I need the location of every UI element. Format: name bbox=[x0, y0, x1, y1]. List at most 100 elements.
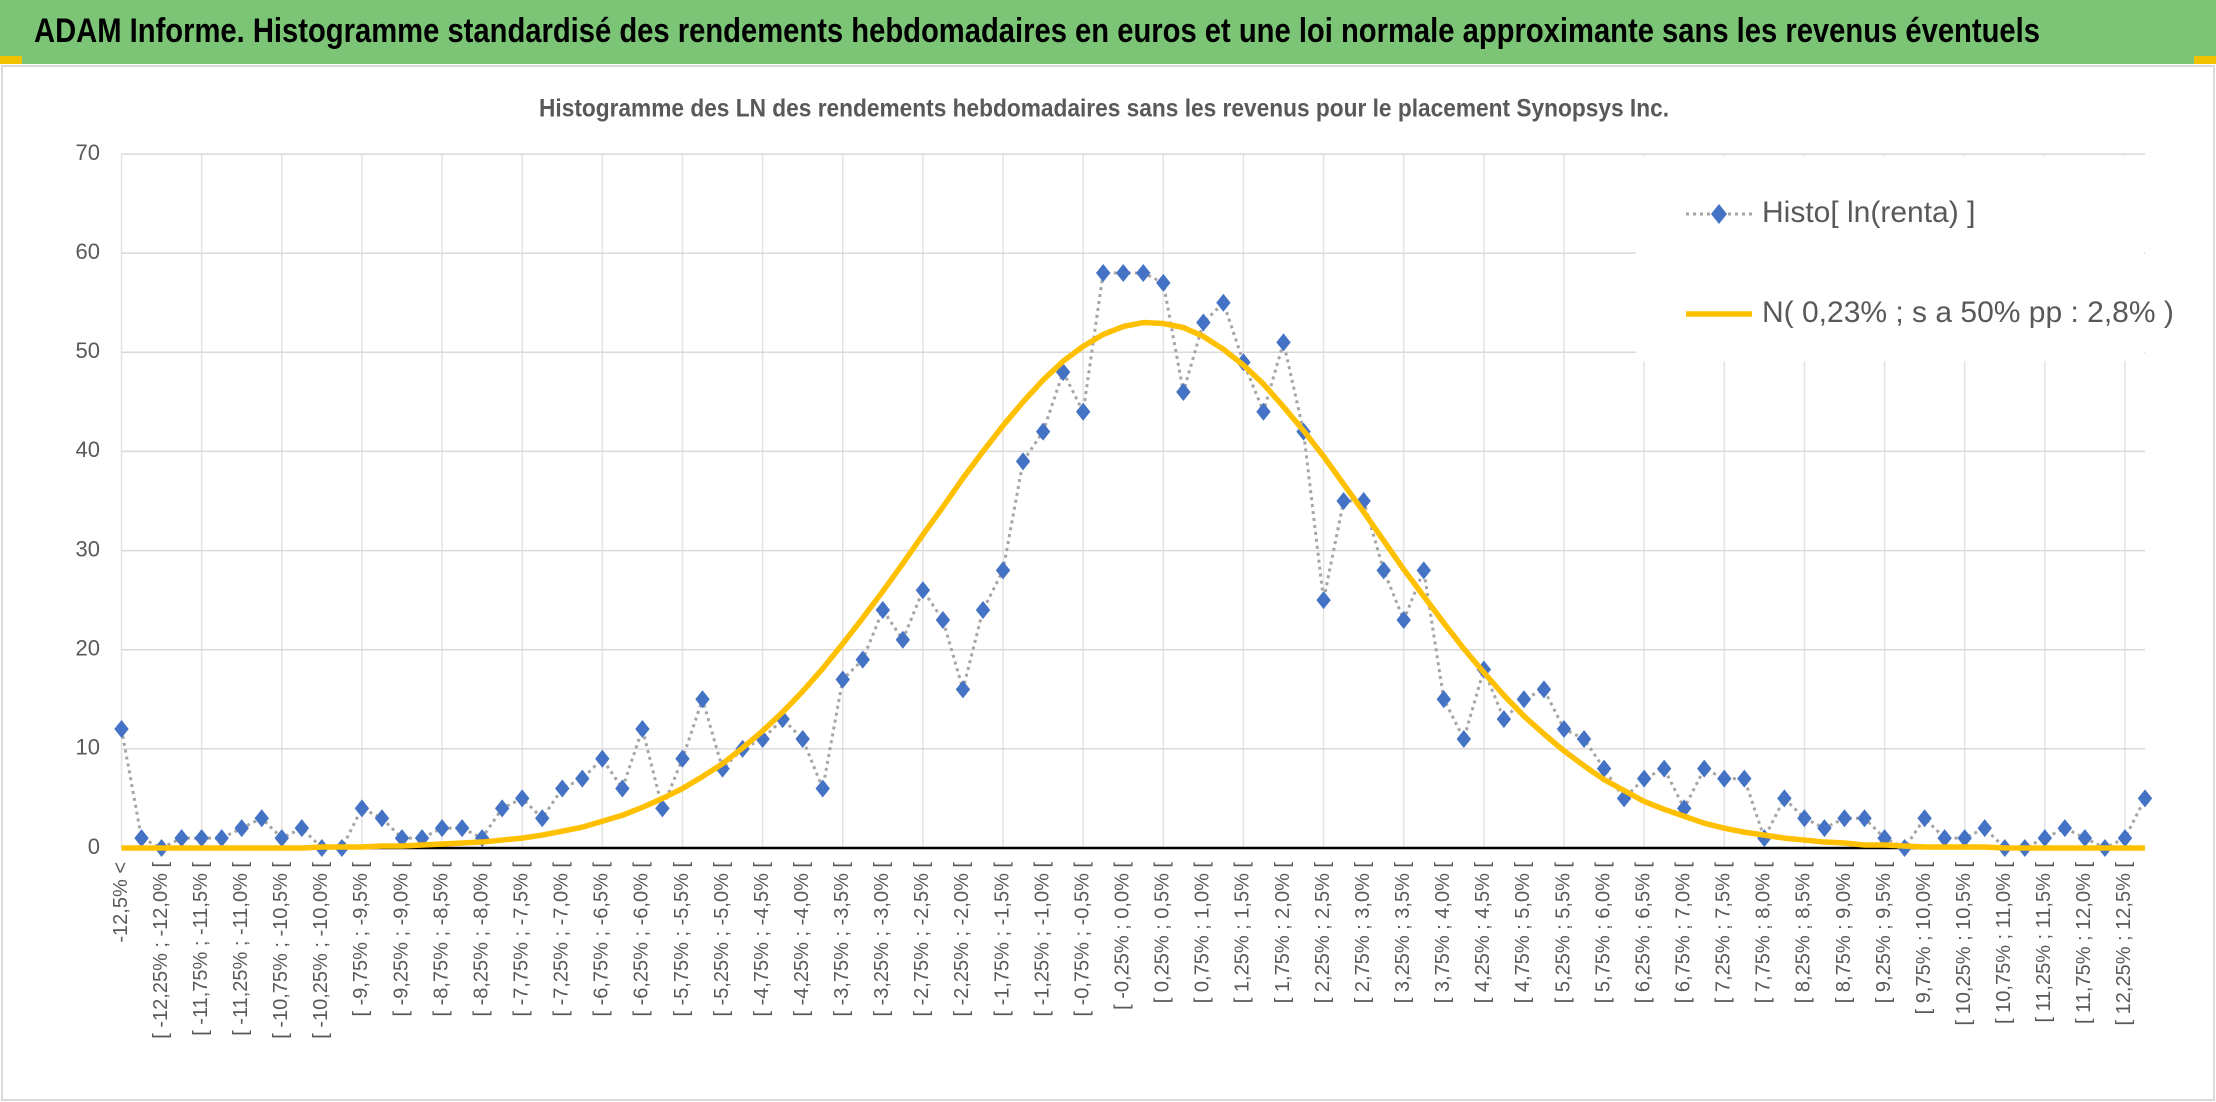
data-point bbox=[535, 809, 550, 828]
data-point bbox=[975, 601, 991, 620]
data-point bbox=[1456, 729, 1472, 748]
data-point bbox=[1717, 769, 1732, 788]
data-point bbox=[1556, 720, 1572, 739]
data-point bbox=[1837, 809, 1852, 828]
x-tick-label: [ -12,25% ; -12,0% [ bbox=[150, 862, 172, 1039]
x-tick-label: [ 11,75% ; 12,0% [ bbox=[2073, 862, 2095, 1024]
data-point bbox=[2057, 819, 2073, 838]
data-point bbox=[655, 799, 670, 818]
data-point bbox=[1857, 809, 1872, 828]
data-point bbox=[234, 819, 249, 838]
x-tick-label: [ 8,75% ; 9,0% [ bbox=[1833, 862, 1855, 1004]
data-point bbox=[254, 809, 269, 828]
data-point bbox=[2077, 829, 2093, 848]
legend-box bbox=[1636, 156, 2144, 361]
x-tick-label: [ -9,25% ; -9,0% [ bbox=[390, 862, 412, 1017]
data-point bbox=[855, 650, 870, 669]
x-tick-label: [ -11,25% ; -11,0% [ bbox=[230, 862, 252, 1036]
data-point bbox=[494, 799, 510, 818]
legend-label: Histo[ ln(renta) ] bbox=[1762, 196, 1975, 229]
x-tick-label: [ -6,25% ; -6,0% [ bbox=[631, 862, 653, 1017]
x-tick-label: [ 10,75% ; 11,0% [ bbox=[1993, 862, 2015, 1024]
data-point bbox=[2117, 829, 2133, 848]
x-tick-label: [ -3,75% ; -3,5% [ bbox=[831, 862, 853, 1017]
y-tick-label: 50 bbox=[76, 338, 100, 363]
corner-accent bbox=[2194, 56, 2216, 64]
plot-area: 0 10 20 30 40 50 60 70 -12,5% < [ -12,25% ; -12,0… bbox=[76, 140, 2174, 1039]
data-point bbox=[1196, 313, 1211, 332]
data-point bbox=[1156, 273, 1171, 292]
data-point bbox=[394, 829, 410, 848]
data-point bbox=[1356, 492, 1371, 510]
data-point bbox=[815, 779, 830, 798]
x-tick-label: [ -11,75% ; -11,5% [ bbox=[190, 862, 212, 1036]
data-point bbox=[695, 690, 710, 709]
data-point bbox=[1436, 690, 1451, 709]
data-point bbox=[1797, 809, 1812, 828]
data-point bbox=[935, 610, 951, 629]
data-point bbox=[174, 829, 189, 848]
y-tick-label: 60 bbox=[76, 239, 100, 264]
x-tick-label: [ 2,75% ; 3,0% [ bbox=[1352, 862, 1374, 1004]
x-tick-label: [ 8,25% ; 8,5% [ bbox=[1793, 862, 1815, 1004]
data-point bbox=[214, 829, 229, 848]
x-tick-label: [ 9,25% ; 9,5% [ bbox=[1873, 862, 1895, 1004]
x-tick-label: [ -1,75% ; -1,5% [ bbox=[991, 862, 1013, 1017]
chart-title: Histogramme des LN des rendements hebdom… bbox=[539, 95, 1669, 123]
x-tick-label: [ 6,75% ; 7,0% [ bbox=[1672, 862, 1694, 1004]
data-point bbox=[2037, 829, 2053, 848]
data-point bbox=[1977, 819, 1992, 838]
chart-frame bbox=[1, 65, 2215, 1101]
data-point bbox=[635, 720, 650, 739]
x-tick-label: -12,5% < bbox=[110, 862, 132, 943]
data-point bbox=[1677, 799, 1692, 818]
x-tick-label: [ -10,75% ; -10,5% [ bbox=[270, 862, 292, 1039]
legend-label: N( 0,23% ; s a 50% pp : 2,8% ) bbox=[1762, 296, 2174, 329]
x-tick-label: [ 0,25% ; 0,5% [ bbox=[1152, 862, 1174, 1004]
corner-accent bbox=[0, 56, 22, 64]
data-point bbox=[1176, 382, 1191, 401]
x-tick-label: [ -2,75% ; -2,5% [ bbox=[911, 862, 933, 1017]
data-point bbox=[1136, 263, 1151, 282]
data-point bbox=[675, 749, 690, 768]
data-point bbox=[1917, 809, 1932, 828]
x-tick-label: [ -7,25% ; -7,0% [ bbox=[551, 862, 573, 1017]
data-point bbox=[1576, 729, 1592, 748]
x-tick-label: [ -1,25% ; -1,0% [ bbox=[1031, 862, 1053, 1017]
data-point bbox=[1256, 402, 1271, 421]
y-tick-label: 70 bbox=[76, 140, 100, 165]
x-tick-label: [ -6,75% ; -6,5% [ bbox=[591, 862, 613, 1017]
x-tick-label: [ 4,25% ; 4,5% [ bbox=[1472, 862, 1494, 1004]
data-point bbox=[1636, 769, 1652, 788]
data-point bbox=[835, 670, 850, 689]
data-point bbox=[2137, 789, 2153, 808]
x-tick-label: [ 0,75% ; 1,0% [ bbox=[1192, 862, 1214, 1004]
x-tick-label: [ -4,75% ; -4,5% [ bbox=[751, 862, 773, 1017]
data-point bbox=[1516, 690, 1532, 709]
data-point bbox=[1496, 710, 1512, 729]
data-point bbox=[795, 729, 810, 748]
data-point bbox=[1937, 829, 1952, 848]
data-point bbox=[374, 809, 390, 828]
data-point bbox=[955, 680, 971, 699]
data-point bbox=[875, 601, 891, 620]
x-tick-label: [ 1,75% ; 2,0% [ bbox=[1272, 862, 1294, 1004]
y-tick-label: 20 bbox=[76, 636, 100, 661]
y-tick-label: 30 bbox=[76, 536, 100, 561]
x-tick-label: [ 7,25% ; 7,5% [ bbox=[1713, 862, 1735, 1004]
data-point bbox=[1737, 769, 1752, 788]
page-title: ADAM Informe. Histogramme standardisé de… bbox=[34, 12, 2040, 50]
data-point bbox=[1697, 759, 1712, 778]
x-tick-label: [ 12,25% ; 12,5% [ bbox=[2113, 862, 2135, 1026]
data-point bbox=[1316, 591, 1331, 610]
x-tick-label: [ 3,25% ; 3,5% [ bbox=[1392, 862, 1414, 1004]
x-tick-label: [ -7,75% ; -7,5% [ bbox=[510, 862, 532, 1017]
data-point bbox=[1536, 680, 1552, 699]
data-point bbox=[194, 829, 209, 848]
data-point bbox=[595, 749, 610, 768]
x-tick-label: [ -8,25% ; -8,0% [ bbox=[470, 862, 492, 1017]
y-tick-label: 40 bbox=[76, 437, 100, 462]
data-point bbox=[1116, 263, 1131, 282]
x-tick-label: [ -0,25% ; 0,0% [ bbox=[1112, 862, 1134, 1010]
